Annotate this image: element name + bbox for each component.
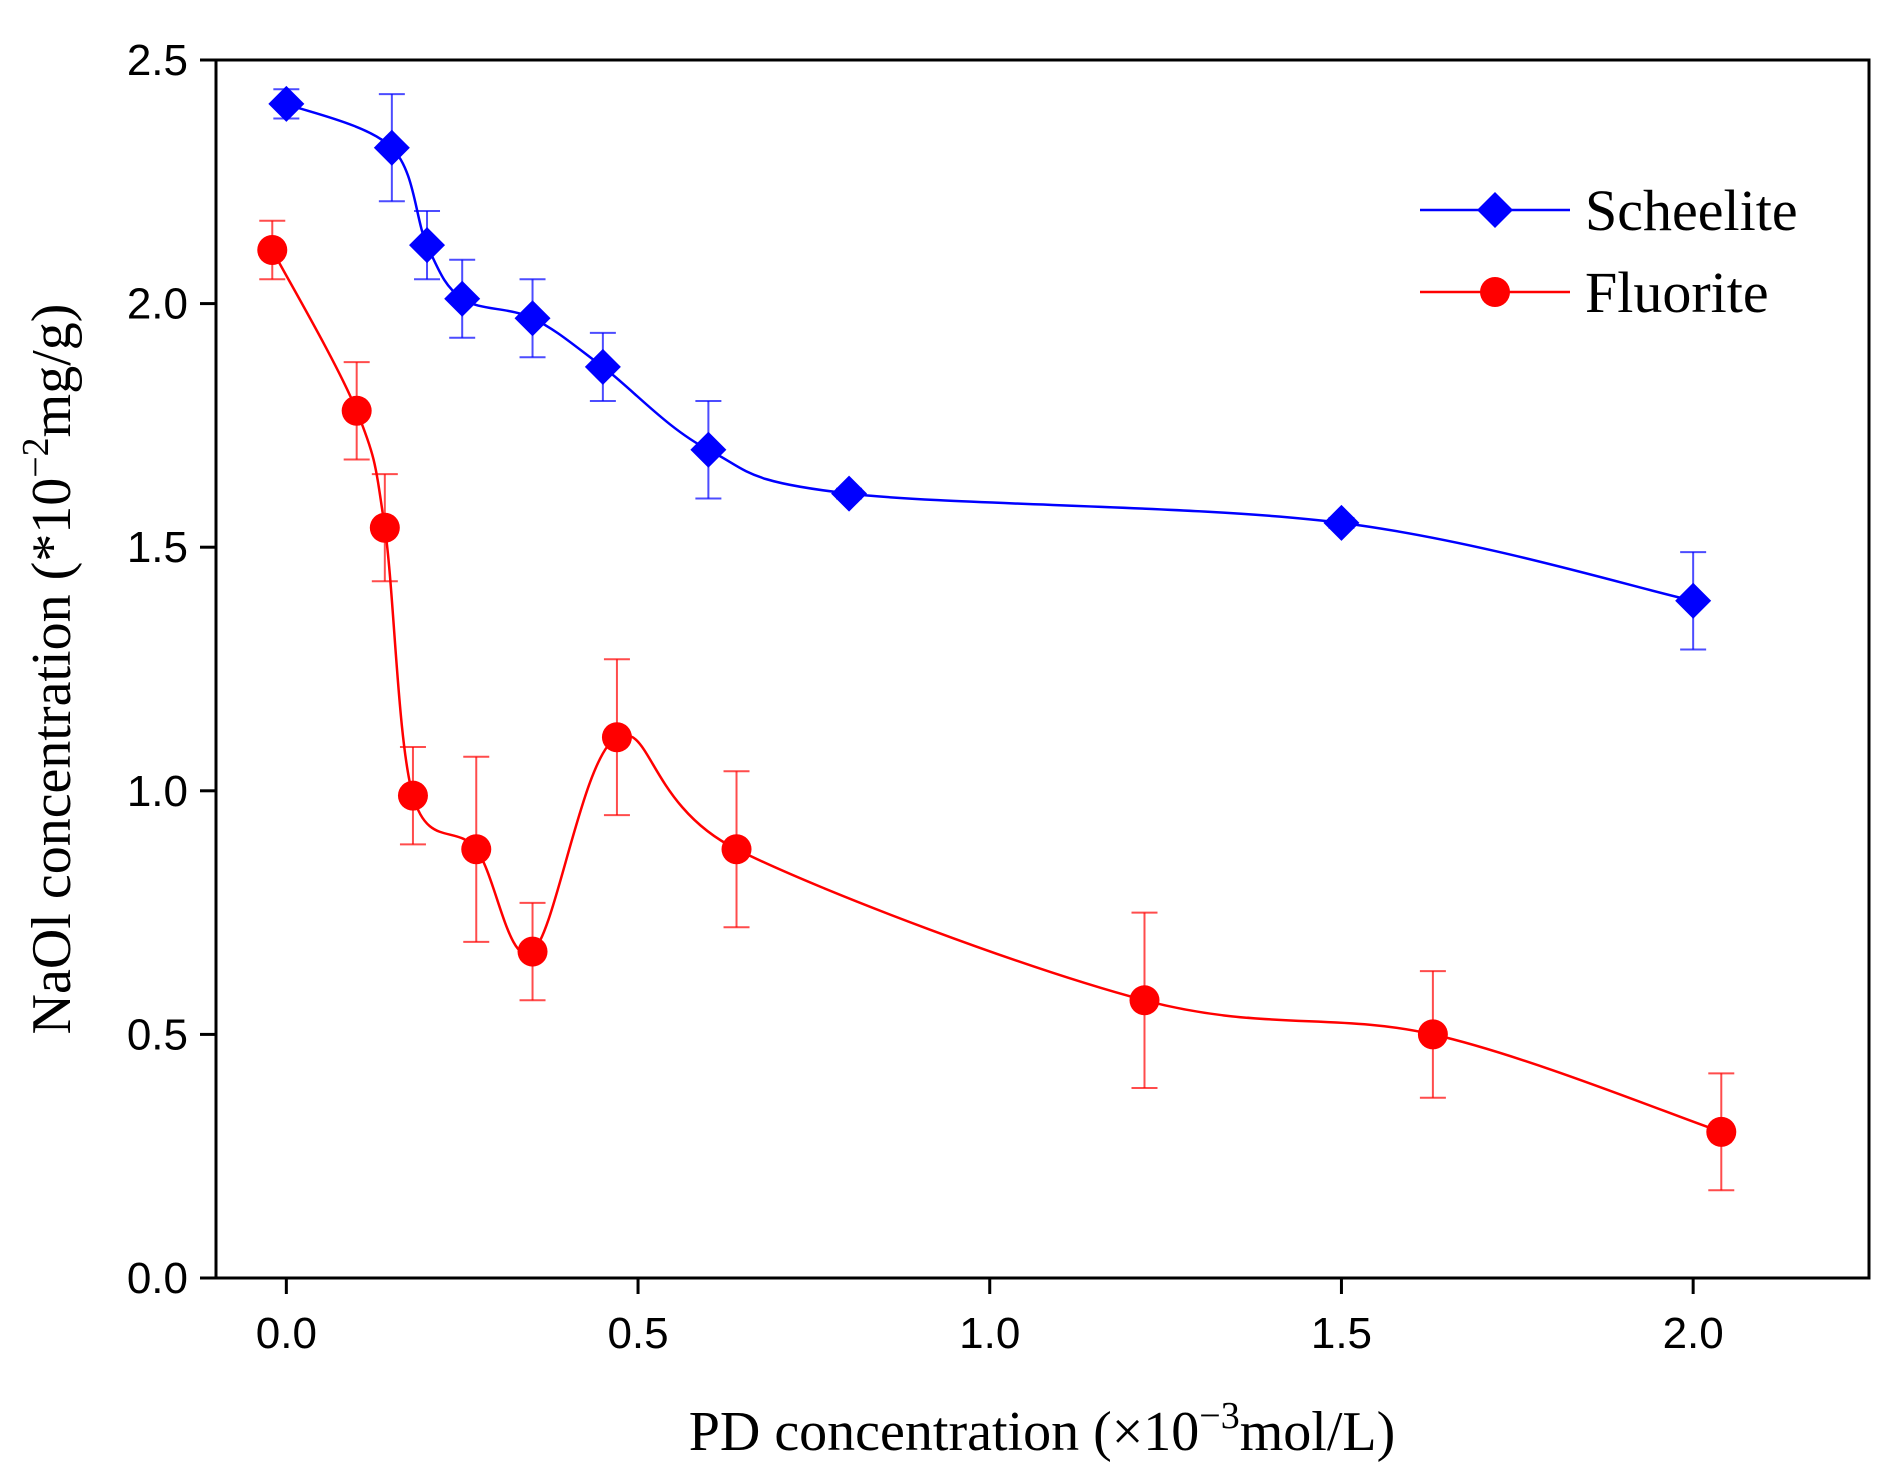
legend: Scheelite Fluorite	[1420, 178, 1798, 325]
scheelite-point	[373, 129, 410, 166]
legend-fluorite-label: Fluorite	[1585, 260, 1769, 325]
y-axis: 0.0 0.5 1.0 1.5 2.0 2.5	[127, 36, 216, 1303]
scheelite-point	[514, 300, 551, 337]
scheelite-point	[268, 85, 305, 122]
scheelite-point	[690, 431, 727, 468]
y-tick-label: 2.0	[127, 280, 188, 329]
scheelite-point	[444, 280, 481, 317]
plot-frame	[214, 58, 1871, 1280]
fluorite-point	[1706, 1116, 1737, 1147]
x-tick-label: 1.0	[959, 1309, 1020, 1358]
y-tick-label: 1.0	[127, 767, 188, 816]
scheelite-point	[1323, 504, 1360, 541]
x-axis: 0.0 0.5 1.0 1.5 2.0	[256, 1278, 1724, 1358]
scheelite-point	[409, 227, 446, 264]
y-tick-label: 0.0	[127, 1254, 188, 1303]
scheelite-point	[584, 348, 621, 385]
fluorite-point	[721, 834, 752, 865]
legend-fluorite-marker	[1480, 277, 1510, 307]
fluorite-point	[517, 936, 548, 967]
fluorite-point	[341, 395, 372, 426]
fluorite-point	[461, 834, 492, 865]
fluorite-point	[601, 722, 632, 753]
fluorite-point	[397, 780, 428, 811]
y-tick-label: 1.5	[127, 523, 188, 572]
series-fluorite	[257, 219, 1737, 1192]
series-scheelite	[268, 85, 1712, 651]
fluorite-point	[369, 512, 400, 543]
fluorite-point	[1417, 1019, 1448, 1050]
x-tick-label: 2.0	[1663, 1309, 1724, 1358]
y-tick-label: 0.5	[127, 1010, 188, 1059]
x-tick-label: 0.5	[607, 1309, 668, 1358]
plot-area	[257, 85, 1737, 1192]
scheelite-point	[831, 475, 868, 512]
x-tick-label: 1.5	[1311, 1309, 1372, 1358]
fluorite-point	[257, 235, 288, 266]
y-tick-label: 2.5	[127, 36, 188, 85]
axes	[214, 58, 1871, 1280]
legend-scheelite-label: Scheelite	[1585, 178, 1798, 243]
x-axis-title: PD concentration (×10−3mol/L)	[689, 1395, 1396, 1463]
legend-scheelite-marker	[1477, 192, 1513, 228]
fluorite-point	[1129, 985, 1160, 1016]
scheelite-point	[1675, 582, 1712, 619]
x-tick-label: 0.0	[256, 1309, 317, 1358]
y-axis-title: NaOl concentration (*10−2mg/g)	[15, 304, 83, 1035]
